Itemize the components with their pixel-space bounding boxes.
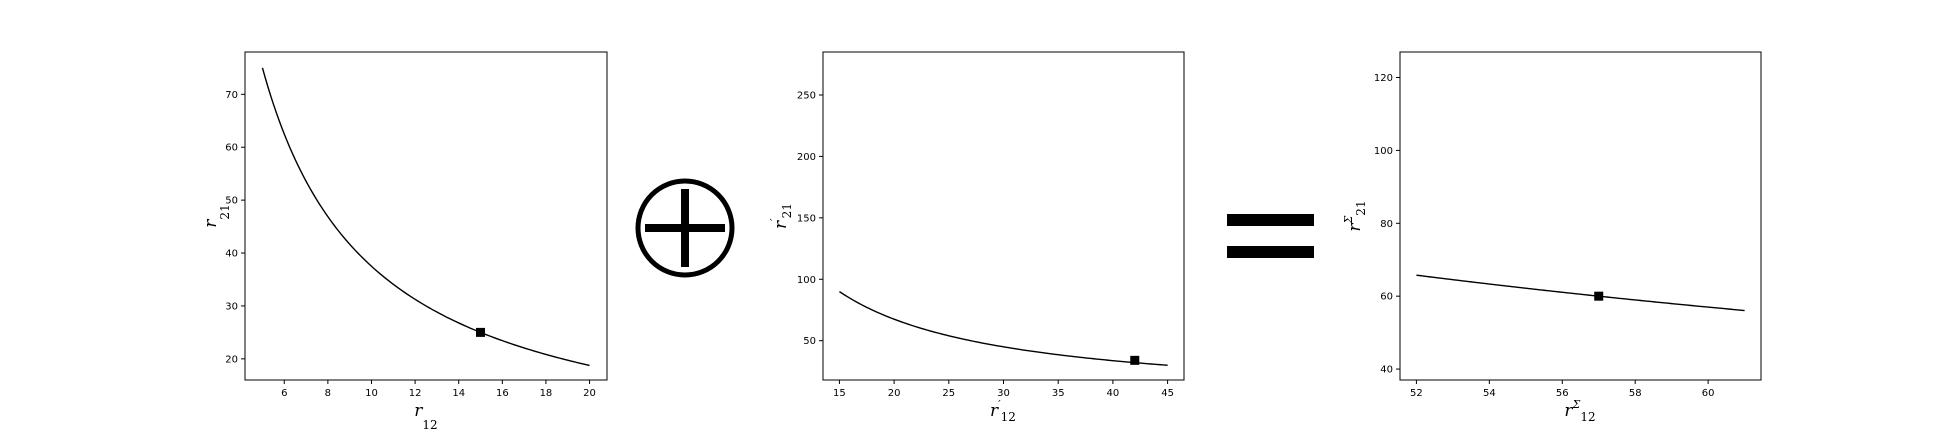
x-axis-label: r12 xyxy=(414,401,437,432)
equals-bottom-bar xyxy=(1227,246,1314,258)
x-tick-label: 10 xyxy=(365,388,378,399)
y-tick-label: 70 xyxy=(225,90,238,101)
chart-r12-r21: 6 8 10 12 14 16 18 20 20 30 40 50 60 70 r12 r21 xyxy=(201,51,608,432)
y-tick-label: 80 xyxy=(1380,219,1393,230)
y-tick-label: 250 xyxy=(797,90,816,101)
x-tick-label: 12 xyxy=(409,388,422,399)
y-axis-ticks: 40 60 80 100 120 xyxy=(1374,73,1400,376)
x-tick-label: 56 xyxy=(1556,388,1569,399)
x-tick-label: 18 xyxy=(540,388,553,399)
chart-frame xyxy=(822,51,1185,381)
x-tick-label: 6 xyxy=(281,388,287,399)
plus-operator xyxy=(635,178,735,278)
x-tick-label: 40 xyxy=(1107,388,1120,399)
y-tick-label: 120 xyxy=(1374,73,1393,84)
x-tick-label: 45 xyxy=(1161,388,1174,399)
y-tick-label: 20 xyxy=(225,354,238,365)
series-line xyxy=(839,290,1168,366)
x-tick-label: 16 xyxy=(496,388,509,399)
x-axis-ticks: 15 20 25 30 35 40 45 xyxy=(833,380,1174,399)
data-point-marker xyxy=(1594,291,1604,301)
y-tick-label: 50 xyxy=(803,336,816,347)
x-axis-label: r′12 xyxy=(990,398,1016,424)
y-tick-label: 30 xyxy=(225,301,238,312)
x-tick-label: 35 xyxy=(1052,388,1065,399)
y-axis-ticks: 50 100 150 200 250 xyxy=(797,90,823,347)
y-tick-label: 50 xyxy=(225,196,238,207)
x-tick-label: 14 xyxy=(452,388,465,399)
equals-top-bar xyxy=(1227,214,1314,226)
y-axis-label: r21 xyxy=(201,204,232,227)
x-tick-label: 20 xyxy=(583,388,596,399)
data-point-marker xyxy=(1130,355,1140,365)
y-axis-label: rΣ21 xyxy=(1342,200,1368,231)
y-axis-ticks: 20 30 40 50 60 70 xyxy=(225,90,245,365)
y-tick-label: 150 xyxy=(797,213,816,224)
chart-r12prime-r21prime: 15 20 25 30 35 40 45 50 100 150 200 250 r′12 r′21 xyxy=(768,51,1185,424)
y-axis-label: r′21 xyxy=(768,203,794,229)
x-axis-ticks: 52 54 56 58 60 xyxy=(1410,380,1714,399)
series-line xyxy=(261,67,590,367)
y-tick-label: 100 xyxy=(797,275,816,286)
x-tick-label: 15 xyxy=(833,388,846,399)
x-tick-label: 8 xyxy=(325,388,331,399)
series-line xyxy=(1416,274,1745,312)
x-tick-label: 52 xyxy=(1410,388,1423,399)
y-tick-label: 60 xyxy=(1380,292,1393,303)
x-tick-label: 25 xyxy=(942,388,955,399)
chart-r12sigma-r21sigma: 52 54 56 58 60 40 60 80 100 120 rΣ12 rΣ21 xyxy=(1342,51,1762,424)
y-tick-label: 40 xyxy=(1380,365,1393,376)
chart-frame xyxy=(1399,51,1762,381)
x-tick-label: 30 xyxy=(997,388,1010,399)
y-tick-label: 60 xyxy=(225,143,238,154)
x-tick-label: 60 xyxy=(1702,388,1715,399)
plus-horizontal-bar xyxy=(645,224,725,232)
equals-operator xyxy=(1227,214,1314,258)
plus-circle-icon xyxy=(635,178,735,278)
x-tick-label: 20 xyxy=(888,388,901,399)
chart-frame xyxy=(244,51,608,381)
y-tick-label: 100 xyxy=(1374,146,1393,157)
x-axis-ticks: 6 8 10 12 14 16 18 20 xyxy=(281,380,596,399)
x-tick-label: 54 xyxy=(1483,388,1496,399)
y-tick-label: 40 xyxy=(225,249,238,260)
y-tick-label: 200 xyxy=(797,152,816,163)
data-point-marker xyxy=(476,327,486,337)
x-axis-label: rΣ12 xyxy=(1564,398,1595,424)
x-tick-label: 58 xyxy=(1629,388,1642,399)
